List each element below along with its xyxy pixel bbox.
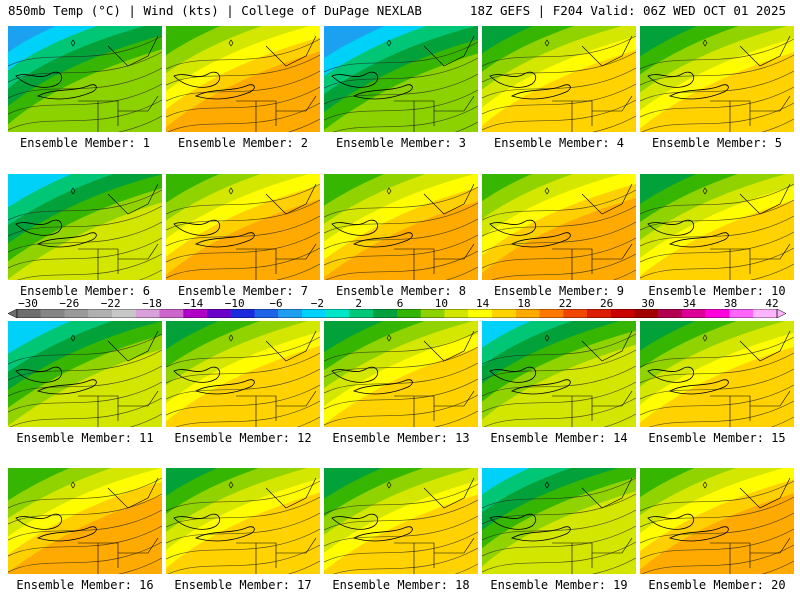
ensemble-map-panel (166, 321, 320, 427)
colorbar-bin (278, 309, 303, 318)
colorbar-tick-label: 26 (600, 297, 614, 310)
colorbar-bin (254, 309, 279, 318)
colorbar-bin (349, 309, 374, 318)
ensemble-member-label: Ensemble Member: 16 (16, 578, 154, 592)
ensemble-member-label: Ensemble Member: 14 (490, 431, 628, 445)
colorbar-bin (17, 309, 41, 318)
colorbar-bin (302, 309, 326, 318)
colorbar-bin (563, 309, 588, 318)
ensemble-member-label: Ensemble Member: 1 (19, 136, 151, 150)
colorbar-bin (658, 309, 683, 318)
colorbar-bin (682, 309, 706, 318)
colorbar-tick-label: 6 (396, 297, 404, 310)
ensemble-member-label: Ensemble Member: 5 (651, 136, 783, 150)
colorbar-tick-label: 22 (558, 297, 572, 310)
ensemble-member-label: Ensemble Member: 3 (335, 136, 467, 150)
ensemble-map-panel (8, 174, 162, 280)
colorbar-bin (610, 309, 635, 318)
temperature-colorbar: −30 −26 −22 −18 −14 −10 −6 −2 2 6 10 14 18 22 26 30 34 38… (8, 297, 786, 319)
ensemble-map-panel (8, 26, 162, 132)
colorbar-tick-label: −22 (100, 297, 121, 310)
colorbar-bin (515, 309, 540, 318)
ensemble-member-label: Ensemble Member: 11 (16, 431, 154, 445)
ensemble-map-panel (166, 26, 320, 132)
ensemble-member-label: Ensemble Member: 6 (19, 284, 151, 298)
colorbar-bin (230, 309, 255, 318)
ensemble-map-panel (166, 174, 320, 280)
ensemble-member-label: Ensemble Member: 4 (493, 136, 625, 150)
ensemble-member-label: Ensemble Member: 2 (177, 136, 309, 150)
colorbar-tick-label: −2 (310, 297, 324, 310)
colorbar-tick-label: 18 (517, 297, 531, 310)
colorbar-bin (729, 309, 754, 318)
ensemble-map-panel (640, 321, 794, 427)
colorbar-strip (8, 309, 786, 318)
colorbar-bin (183, 309, 208, 318)
colorbar-bin (420, 309, 445, 318)
ensemble-member-label: Ensemble Member: 17 (174, 578, 312, 592)
ensemble-member-label: Ensemble Member: 15 (648, 431, 786, 445)
ensemble-map-panel (640, 174, 794, 280)
colorbar-bin (587, 309, 611, 318)
colorbar-bin (159, 309, 184, 318)
colorbar-tick-label: 10 (434, 297, 448, 310)
ensemble-member-label: Ensemble Member: 8 (335, 284, 467, 298)
header-title: 850mb Temp (°C) | Wind (kts) | College o… (8, 3, 422, 18)
colorbar-tick-label: −30 (18, 297, 38, 310)
ensemble-member-label: Ensemble Member: 10 (648, 284, 786, 298)
colorbar-bin (634, 309, 659, 318)
colorbar-tick-label: 2 (355, 297, 362, 310)
colorbar-bin (112, 309, 136, 318)
colorbar-tick-label: −6 (269, 297, 283, 310)
header-run-info: 18Z GEFS | F204 Valid: 06Z WED OCT 01 20… (469, 3, 786, 18)
ensemble-map-panel (324, 26, 478, 132)
colorbar-bin (373, 309, 398, 318)
colorbar-tick-label: 14 (476, 297, 490, 310)
ensemble-map-panel (482, 26, 636, 132)
ensemble-map-panel (482, 174, 636, 280)
colorbar-bin (325, 309, 350, 318)
ensemble-map-panel (482, 468, 636, 574)
colorbar-bin (539, 309, 564, 318)
ensemble-map-panel (8, 468, 162, 574)
ensemble-map-panel (324, 321, 478, 427)
colorbar-bin (88, 309, 113, 318)
colorbar-bin (753, 309, 778, 318)
colorbar-tick-label: 42 (765, 297, 779, 310)
colorbar-tick-label: 38 (724, 297, 738, 310)
colorbar-bin (207, 309, 231, 318)
ensemble-map-panel (166, 468, 320, 574)
ensemble-member-label: Ensemble Member: 20 (648, 578, 786, 592)
colorbar-tick-label: −26 (59, 297, 80, 310)
ensemble-member-label: Ensemble Member: 13 (332, 431, 470, 445)
colorbar-bin (64, 309, 89, 318)
colorbar-bin (492, 309, 516, 318)
ensemble-map-panel (640, 468, 794, 574)
ensemble-map-panel (324, 174, 478, 280)
colorbar-tick-label: 34 (682, 297, 696, 310)
colorbar-bin (397, 309, 421, 318)
ensemble-map-panel (324, 468, 478, 574)
map-header: 850mb Temp (°C) | Wind (kts) | College o… (8, 3, 792, 21)
ensemble-member-label: Ensemble Member: 7 (177, 284, 309, 298)
colorbar-bin (444, 309, 469, 318)
colorbar-tick-label: 30 (641, 297, 655, 310)
ensemble-member-label: Ensemble Member: 19 (490, 578, 628, 592)
colorbar-tick-label: −10 (224, 297, 245, 310)
ensemble-member-label: Ensemble Member: 12 (174, 431, 312, 445)
ensemble-map-panel (482, 321, 636, 427)
ensemble-member-label: Ensemble Member: 18 (332, 578, 470, 592)
ensemble-map-panel (640, 26, 794, 132)
ensemble-map-panel (8, 321, 162, 427)
colorbar-tick-label: −14 (183, 297, 204, 310)
colorbar-bin (40, 309, 65, 318)
ensemble-member-label: Ensemble Member: 9 (493, 284, 625, 298)
colorbar-bin (468, 309, 493, 318)
colorbar-bin (705, 309, 730, 318)
colorbar-bin (135, 309, 160, 318)
colorbar-tick-label: −18 (142, 297, 162, 310)
